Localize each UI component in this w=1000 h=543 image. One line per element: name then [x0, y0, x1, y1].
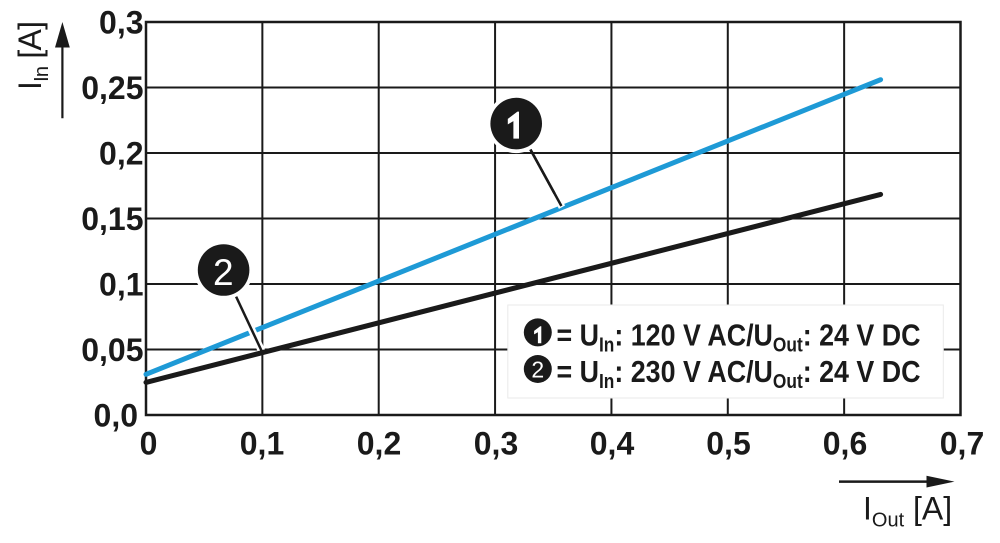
- svg-text:= UIn: 230 V AC/UOut: 24 V DC: = UIn: 230 V AC/UOut: 24 V DC: [557, 354, 921, 393]
- svg-text:0,6: 0,6: [823, 425, 867, 461]
- svg-text:0,15: 0,15: [81, 201, 143, 237]
- svg-text:0,3: 0,3: [99, 5, 143, 41]
- svg-text:= UIn: 120 V AC/UOut: 24 V DC: = UIn: 120 V AC/UOut: 24 V DC: [557, 317, 921, 356]
- svg-text:0: 0: [140, 425, 158, 461]
- svg-text:0,25: 0,25: [81, 70, 143, 106]
- svg-text:2: 2: [213, 252, 234, 293]
- svg-text:2: 2: [531, 356, 544, 382]
- svg-text:0,0: 0,0: [94, 398, 138, 434]
- svg-text:0,3: 0,3: [474, 425, 518, 461]
- svg-text:0,1: 0,1: [240, 425, 284, 461]
- svg-text:0,2: 0,2: [357, 425, 401, 461]
- svg-text:0,1: 0,1: [99, 267, 143, 303]
- svg-text:0,05: 0,05: [81, 332, 143, 368]
- svg-text:0,7: 0,7: [940, 425, 984, 461]
- svg-text:IOut [A]: IOut [A]: [863, 490, 952, 531]
- svg-text:0,2: 0,2: [99, 136, 143, 172]
- svg-text:0,4: 0,4: [590, 425, 635, 461]
- svg-text:IIn [A]: IIn [A]: [12, 21, 53, 90]
- svg-text:0,5: 0,5: [706, 425, 750, 461]
